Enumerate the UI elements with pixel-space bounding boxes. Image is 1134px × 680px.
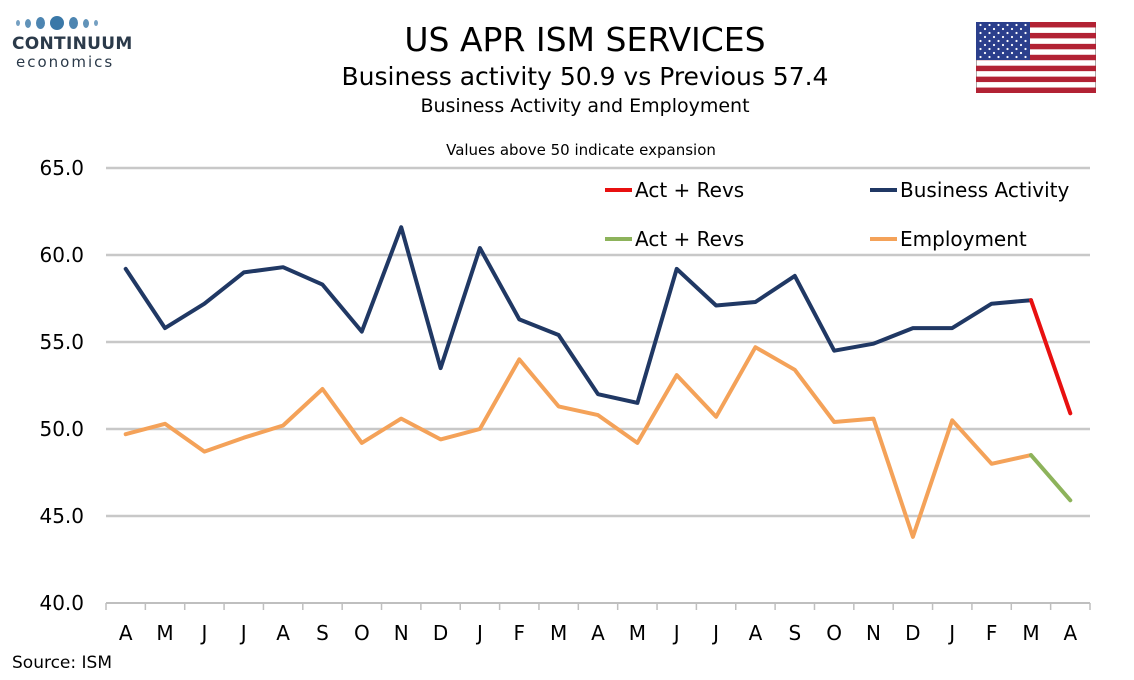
- legend: Act + Revs Business Activity Act + Revs Emp…: [605, 178, 1070, 251]
- x-tick-label: A: [119, 621, 133, 645]
- legend-label: Act + Revs: [635, 178, 744, 202]
- plot-area: [123, 225, 1073, 539]
- x-tick-label: O: [826, 621, 842, 645]
- x-tick-label: S: [788, 621, 801, 645]
- us-flag-icon: [976, 22, 1096, 93]
- x-tick-label: M: [1022, 621, 1039, 645]
- x-tick-label: A: [749, 621, 763, 645]
- x-tick-label: N: [394, 621, 409, 645]
- x-tick-label: N: [866, 621, 881, 645]
- x-tick-label: M: [550, 621, 567, 645]
- y-tick-label: 65.0: [39, 156, 84, 180]
- legend-label: Act + Revs: [635, 227, 744, 251]
- legend-label: Employment: [900, 227, 1027, 251]
- chart-subtitle-secondary: Business Activity and Employment: [420, 95, 750, 117]
- y-tick-label: 45.0: [39, 504, 84, 528]
- continuum-economics-logo: CONTINUUM economics: [12, 14, 142, 76]
- source-note: Source: ISM: [12, 653, 112, 673]
- chart-subtitle: Business activity 50.9 vs Previous 57.4: [341, 62, 829, 91]
- x-tick-label: D: [905, 621, 920, 645]
- x-tick-label: J: [947, 621, 955, 645]
- chart-annotation: Values above 50 indicate expansion: [446, 141, 716, 159]
- y-tick-label: 60.0: [39, 243, 84, 267]
- logo-subtitle: economics: [16, 53, 115, 71]
- x-tick-label: M: [156, 621, 173, 645]
- x-tick-label: O: [354, 621, 370, 645]
- logo-dots-icon: [16, 14, 142, 32]
- x-tick-label: J: [672, 621, 680, 645]
- x-tick-label: J: [239, 621, 247, 645]
- y-axis: 40.0 45.0 50.0 55.0 60.0 65.0: [39, 156, 84, 615]
- x-tick-label: F: [514, 621, 526, 645]
- x-tick-label: J: [475, 621, 483, 645]
- x-tick-label: A: [276, 621, 290, 645]
- x-tick-label: A: [591, 621, 605, 645]
- series-line-employment: [123, 345, 1033, 539]
- y-tick-label: 40.0: [39, 591, 84, 615]
- x-axis: [105, 602, 1091, 610]
- x-tick-label: J: [711, 621, 719, 645]
- x-tick-label: A: [1063, 621, 1077, 645]
- series-line-business_act_revs: [1029, 298, 1073, 416]
- x-tick-label: S: [316, 621, 329, 645]
- y-tick-label: 55.0: [39, 330, 84, 354]
- x-tick-label: F: [986, 621, 998, 645]
- series-line-business_activity: [123, 225, 1033, 405]
- x-tick-label: D: [433, 621, 448, 645]
- x-tick-label: J: [199, 621, 207, 645]
- chart-title: US APR ISM SERVICES: [404, 20, 766, 59]
- y-tick-label: 50.0: [39, 417, 84, 441]
- series-line-employment_act_revs: [1029, 453, 1073, 503]
- x-tick-label: M: [629, 621, 646, 645]
- logo-name: CONTINUUM: [12, 34, 133, 54]
- legend-label: Business Activity: [900, 178, 1070, 202]
- gridlines: [106, 166, 1090, 518]
